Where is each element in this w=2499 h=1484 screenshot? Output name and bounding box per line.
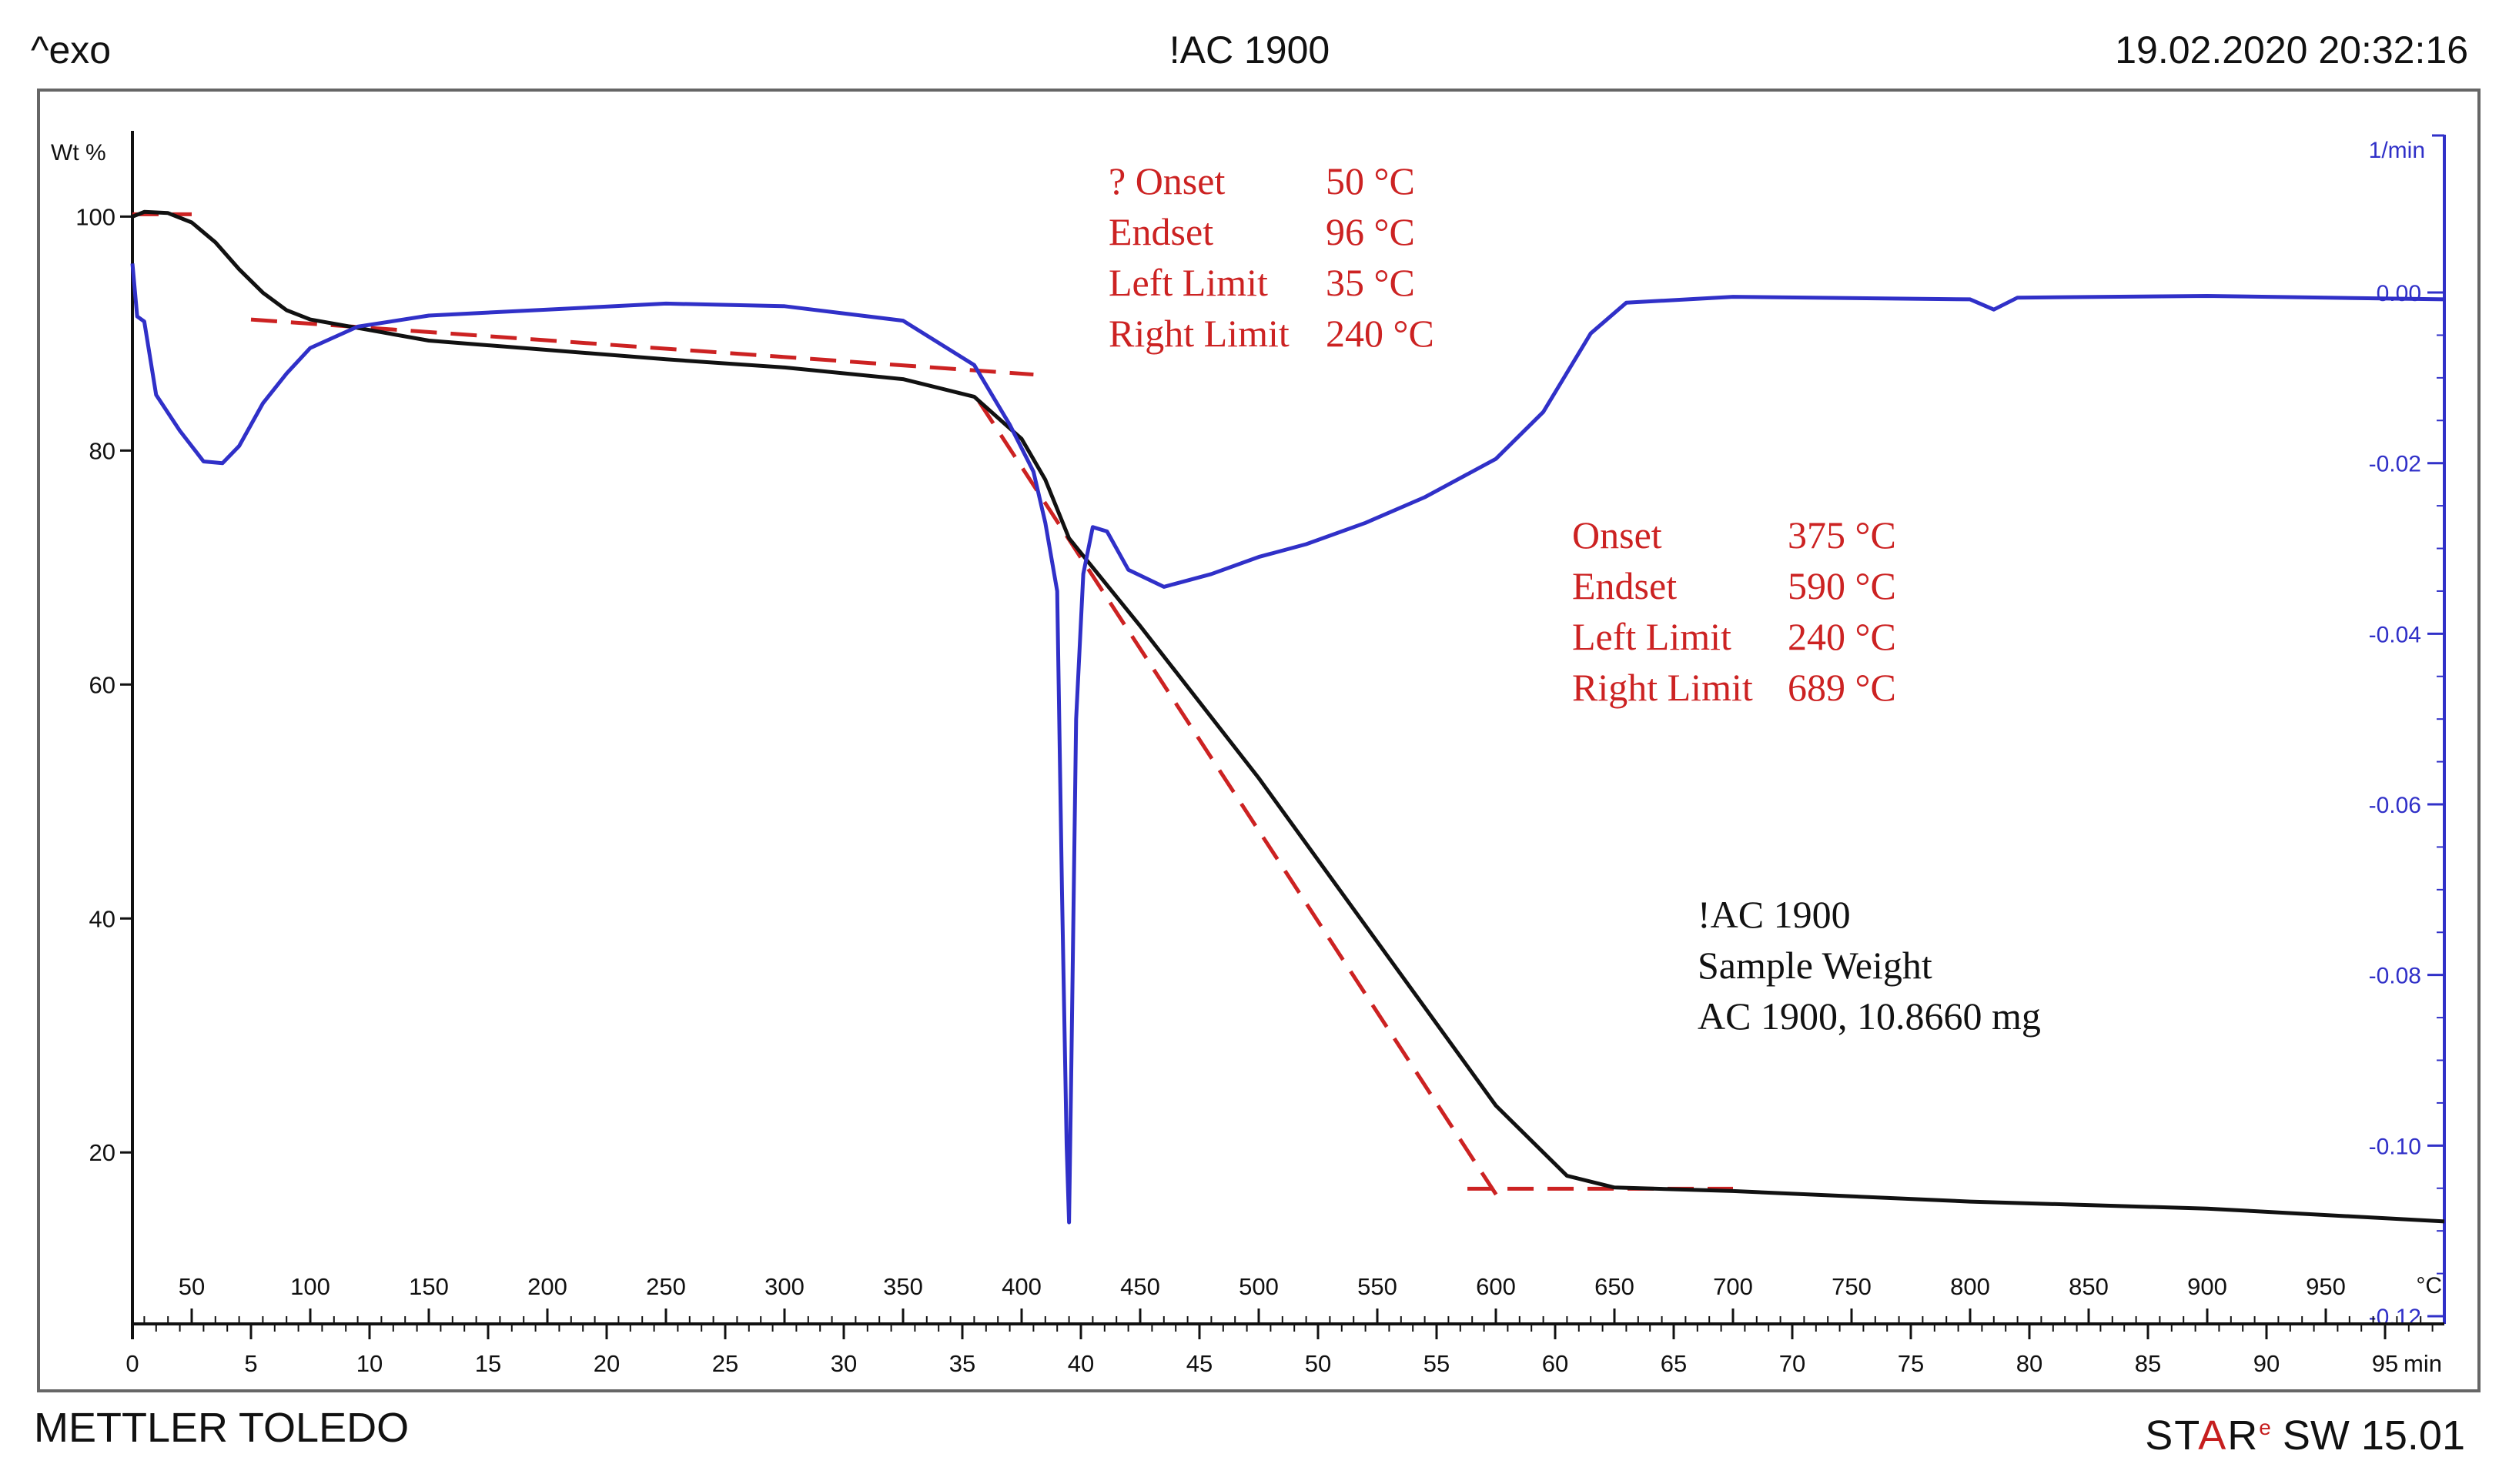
annotation-label: Right Limit [1109,312,1290,355]
annotation-value: 240 °C [1326,312,1434,355]
annotation-label: Left Limit [1572,615,1731,658]
annotation-value: 590 °C [1788,564,1896,607]
software-logo-a: A [2198,1412,2228,1459]
temperature-tick-label: 800 [1950,1273,1990,1300]
tga-weight-curve [132,209,2445,1224]
left-axis-tick-label: 80 [89,437,115,464]
temperature-tick-label: 950 [2306,1273,2346,1300]
time-tick-label: 5 [244,1350,257,1377]
time-tick-label: 40 [1068,1350,1094,1377]
time-tick-label: 90 [2253,1350,2280,1377]
left-axis-unit: Wt % [51,140,106,165]
plot-frame [37,89,2481,1392]
temperature-tick-label: 100 [290,1273,330,1300]
annotation-label: Onset [1572,513,1662,556]
annotation-label: Endset [1109,210,1213,253]
temperature-tick-label: 900 [2187,1273,2227,1300]
temperature-tick-label: 350 [883,1273,923,1300]
right-axis-unit: 1/min [2369,138,2425,163]
timestamp: 19.02.2020 20:32:16 [2115,28,2468,72]
annotation-label: ? Onset [1109,159,1225,202]
time-tick-label: 10 [356,1350,383,1377]
time-tick-label: 55 [1423,1350,1450,1377]
right-axis-tick-label: 0.00 [2377,281,2421,306]
time-unit: min [2404,1350,2442,1377]
time-tick-label: 80 [2016,1350,2042,1377]
left-axis-tick-label: 40 [89,905,115,932]
temperature-unit: °C [2416,1273,2442,1298]
temperature-tick-label: 550 [1357,1273,1397,1300]
annotation-value: 240 °C [1788,615,1896,658]
time-tick-label: 95 [2372,1350,2398,1377]
annotation-value: 689 °C [1788,666,1896,709]
temperature-tick-label: 600 [1476,1273,1516,1300]
right-axis-tick-label: -0.02 [2369,452,2421,477]
time-tick-label: 45 [1186,1350,1213,1377]
time-tick-label: 65 [1661,1350,1687,1377]
temperature-tick-label: 200 [527,1273,567,1300]
right-axis-tick-label: -0.04 [2369,622,2421,647]
temperature-tick-label: 50 [179,1273,205,1300]
annotation-value: 50 °C [1326,159,1415,202]
temperature-tick-label: 500 [1239,1273,1279,1300]
temperature-tick-label: 400 [1002,1273,1042,1300]
time-tick-label: 70 [1779,1350,1805,1377]
sample-info-line: !AC 1900 [1698,893,1851,936]
tangent-line [977,400,1505,1206]
annotation-label: Right Limit [1572,666,1753,709]
tangent-line [250,317,1034,377]
brand-label: METTLER TOLEDO [34,1405,410,1451]
annotation-value: 375 °C [1788,513,1896,556]
time-tick-label: 30 [831,1350,857,1377]
temperature-tick-label: 700 [1713,1273,1753,1300]
time-tick-label: 20 [594,1350,620,1377]
dtg-rate-curve [130,263,2445,1225]
left-axis-tick-label: 100 [75,203,115,230]
left-axis-tick-label: 60 [89,671,115,698]
temperature-tick-label: 150 [409,1273,449,1300]
time-tick-label: 35 [949,1350,975,1377]
software-logo-t: T [2174,1412,2199,1459]
temperature-tick-label: 750 [1832,1273,1872,1300]
left-axis-tick-label: 20 [89,1139,115,1166]
sample-info-line: AC 1900, 10.8660 mg [1698,994,2041,1038]
annotation-value: 96 °C [1326,210,1415,253]
time-tick-label: 25 [712,1350,738,1377]
right-axis-tick-label: -0.10 [2369,1134,2421,1159]
chart-title: !AC 1900 [1169,28,1330,72]
software-version: STARe SW 15.01 [2145,1397,2465,1466]
software-version-number: SW 15.01 [2270,1412,2465,1459]
software-logo-e: e [2259,1415,2271,1439]
time-tick-label: 15 [475,1350,501,1377]
annotation-label: Left Limit [1109,261,1268,304]
temperature-tick-label: 250 [646,1273,686,1300]
right-axis-tick-label: -0.08 [2369,964,2421,989]
annotation-value: 35 °C [1326,261,1415,304]
right-axis-tick-label: -0.06 [2369,793,2421,818]
software-logo-s: S [2145,1412,2175,1459]
right-axis-tick-label: -0.12 [2369,1305,2421,1330]
time-tick-label: 60 [1542,1350,1568,1377]
temperature-tick-label: 450 [1120,1273,1160,1300]
time-tick-label: 50 [1305,1350,1331,1377]
time-tick-label: 75 [1898,1350,1924,1377]
temperature-tick-label: 850 [2069,1273,2109,1300]
header-left-label: ^exo [31,28,112,72]
annotation-label: Endset [1572,564,1677,607]
time-tick-label: 0 [125,1350,139,1377]
time-tick-label: 85 [2135,1350,2161,1377]
software-logo-r: R [2227,1412,2260,1459]
temperature-tick-label: 300 [764,1273,805,1300]
temperature-tick-label: 650 [1594,1273,1634,1300]
sample-info-line: Sample Weight [1698,944,1932,987]
